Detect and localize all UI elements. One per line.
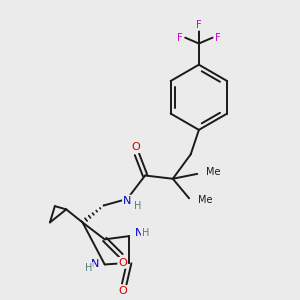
Text: O: O	[118, 286, 127, 296]
Text: N: N	[91, 259, 99, 269]
Text: N: N	[135, 228, 143, 238]
Text: H: H	[134, 201, 141, 211]
Text: F: F	[178, 33, 183, 43]
Text: N: N	[123, 196, 131, 206]
Text: Me: Me	[198, 195, 213, 205]
Text: H: H	[85, 263, 92, 273]
Text: Me: Me	[206, 167, 221, 177]
Text: F: F	[196, 20, 202, 30]
Text: O: O	[118, 258, 127, 268]
Text: H: H	[142, 228, 149, 238]
Text: O: O	[131, 142, 140, 152]
Text: F: F	[214, 33, 220, 43]
